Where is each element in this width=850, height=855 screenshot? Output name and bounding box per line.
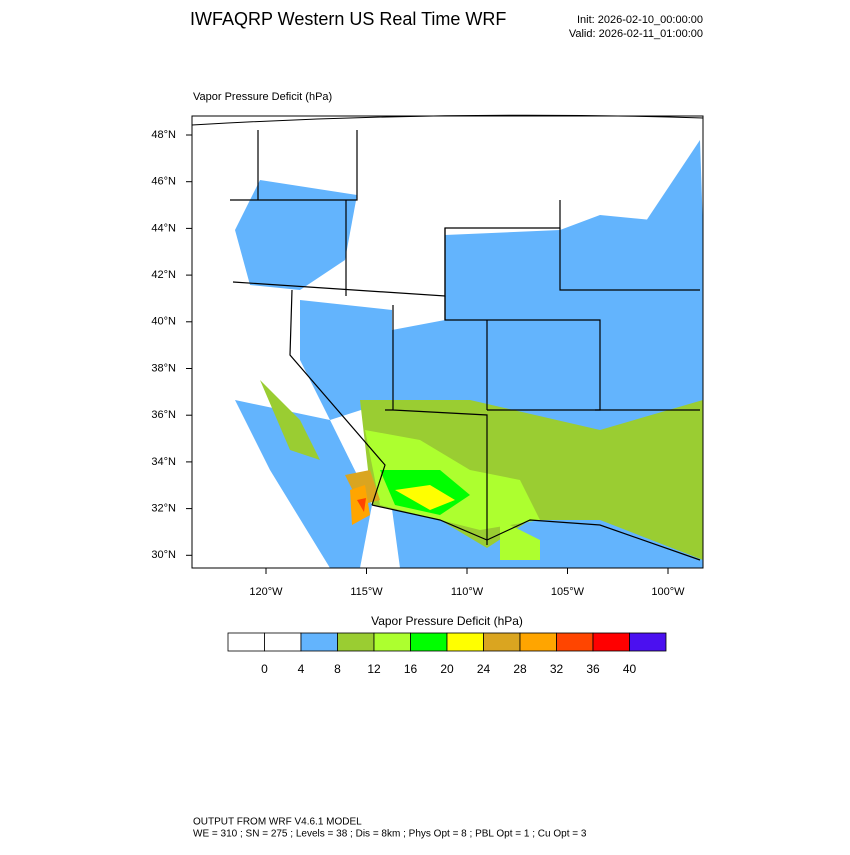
colorbar-label: 24	[477, 662, 491, 676]
borders	[191, 114, 704, 561]
color-box	[592, 632, 630, 652]
colorbar-label: 32	[550, 662, 564, 676]
color-box	[337, 632, 375, 652]
color-box	[300, 632, 338, 652]
lat-label: 44°N	[151, 222, 176, 234]
lat-label: 30°N	[151, 549, 176, 561]
lat-label: 36°N	[151, 409, 176, 421]
shaded-region	[357, 498, 366, 512]
colorbar-label: 0	[261, 662, 268, 676]
footer-line: WE = 310 ; SN = 275 ; Levels = 38 ; Dis …	[193, 829, 587, 840]
color-box	[556, 632, 594, 652]
color-box	[519, 632, 557, 652]
colorbar-label: 40	[623, 662, 637, 676]
lat-label: 40°N	[151, 316, 176, 328]
colorbar-label: 28	[513, 662, 527, 676]
shaded-region	[395, 485, 455, 510]
colorbar-label: 4	[298, 662, 305, 676]
shaded-region	[235, 400, 372, 568]
color-box	[483, 632, 521, 652]
lon-label: 100°W	[651, 586, 685, 598]
lon-label: 110°W	[451, 586, 484, 598]
lon-label: 120°W	[249, 586, 283, 598]
lat-label: 38°N	[151, 362, 176, 374]
shaded-region	[640, 140, 703, 230]
shaded-region	[235, 180, 357, 290]
colorbar-label: 20	[440, 662, 454, 676]
colorbar-title: Vapor Pressure Deficit (hPa)	[371, 614, 523, 628]
color-box	[373, 632, 411, 652]
lat-label: 48°N	[151, 129, 176, 141]
color-box	[629, 632, 667, 652]
colorbar-label: 36	[586, 662, 600, 676]
footer-line: OUTPUT FROM WRF V4.6.1 MODEL	[193, 817, 362, 828]
colorbar-label: 16	[404, 662, 418, 676]
colorbar: 0 4 8 12 16 20 24 28 32 36 40	[227, 632, 667, 676]
lon-labels: 120°W 115°W 110°W 105°W 100°W	[249, 568, 685, 598]
map	[192, 116, 703, 568]
color-box	[446, 632, 484, 652]
lat-label: 32°N	[151, 503, 176, 515]
lat-label: 46°N	[151, 176, 176, 188]
shaded-region	[500, 520, 540, 560]
init-time: Init: 2026-02-10_00:00:00	[577, 14, 703, 26]
shaded-region	[260, 380, 320, 460]
lon-label: 115°W	[350, 586, 383, 598]
lat-label: 34°N	[151, 456, 176, 468]
lat-label: 42°N	[151, 269, 176, 281]
colorbar-label: 12	[367, 662, 381, 676]
plot-title: Vapor Pressure Deficit (hPa)	[193, 91, 332, 103]
title: IWFAQRP Western US Real Time WRF	[190, 9, 506, 29]
map-frame	[191, 115, 704, 569]
colorbar-label: 8	[334, 662, 341, 676]
color-box	[227, 632, 265, 652]
valid-time: Valid: 2026-02-11_01:00:00	[569, 28, 703, 40]
shaded-region	[300, 300, 392, 420]
lat-labels: 48°N 46°N 44°N 42°N 40°N 38°N 36°N 34°N 32°N 30°N	[151, 129, 192, 561]
color-box	[410, 632, 448, 652]
lon-label: 105°W	[551, 586, 585, 598]
color-box	[264, 632, 302, 652]
